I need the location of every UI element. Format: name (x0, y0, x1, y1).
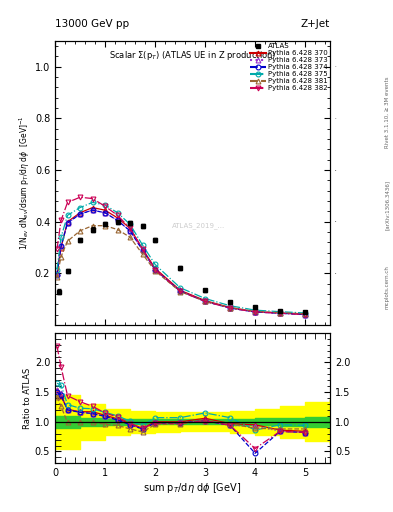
Y-axis label: 1/N$_{ev}$ dN$_{ev}$/dsum p$_T$/d$\eta$ d$\phi$  [GeV]$^{-1}$: 1/N$_{ev}$ dN$_{ev}$/dsum p$_T$/d$\eta$ … (18, 116, 32, 250)
Y-axis label: Ratio to ATLAS: Ratio to ATLAS (23, 368, 32, 429)
X-axis label: sum p$_T$/d$\eta$ d$\phi$ [GeV]: sum p$_T$/d$\eta$ d$\phi$ [GeV] (143, 481, 242, 495)
Text: ATLAS_2019_...: ATLAS_2019_... (171, 222, 225, 229)
Text: mcplots.cern.ch: mcplots.cern.ch (385, 265, 389, 309)
Legend: ATLAS, Pythia 6.428 370, Pythia 6.428 373, Pythia 6.428 374, Pythia 6.428 375, P: ATLAS, Pythia 6.428 370, Pythia 6.428 37… (250, 43, 328, 91)
Text: Z+Jet: Z+Jet (301, 19, 330, 29)
Text: Rivet 3.1.10, ≥ 3M events: Rivet 3.1.10, ≥ 3M events (385, 77, 389, 148)
Text: 13000 GeV pp: 13000 GeV pp (55, 19, 129, 29)
Text: [arXiv:1306.3436]: [arXiv:1306.3436] (385, 180, 389, 230)
Text: Scalar $\Sigma$(p$_T$) (ATLAS UE in Z production): Scalar $\Sigma$(p$_T$) (ATLAS UE in Z pr… (109, 50, 276, 62)
